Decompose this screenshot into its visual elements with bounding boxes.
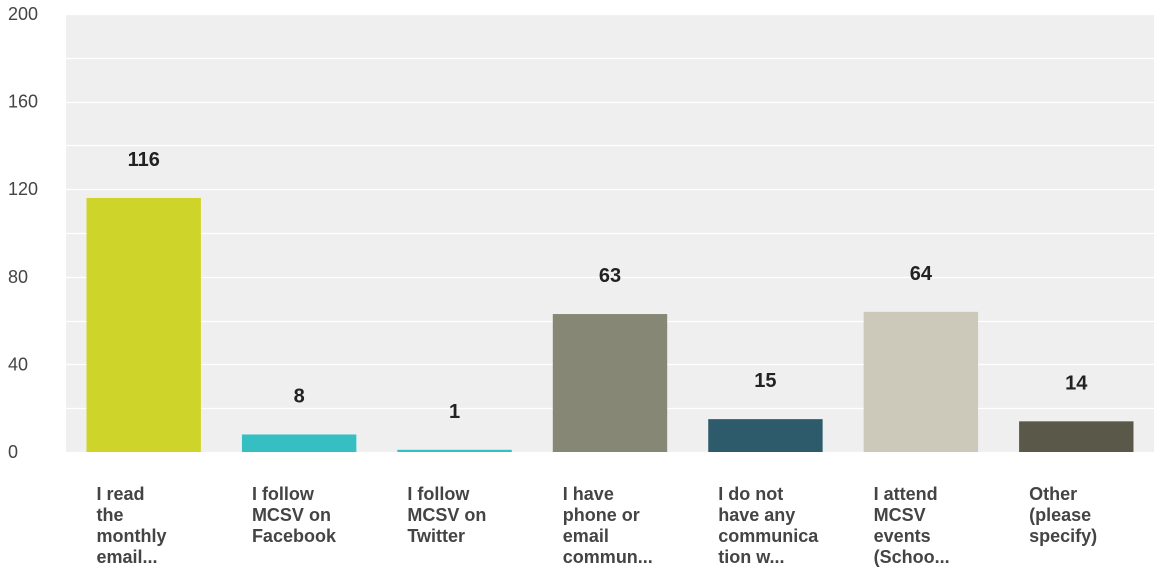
- x-tick-label-line: Facebook: [252, 526, 337, 546]
- x-tick-label-line: I follow: [252, 484, 315, 504]
- x-tick-label: I follow MCSV on Twitter: [407, 484, 486, 546]
- data-label: 116: [128, 149, 160, 171]
- x-tick-label-line: the: [97, 505, 124, 525]
- x-tick-label-line: I do not: [718, 484, 783, 504]
- x-tick-label-line: Twitter: [407, 526, 465, 546]
- data-label: 15: [754, 370, 776, 392]
- x-tick-label-line: email...: [97, 547, 158, 567]
- x-tick-label: I read the monthly email...: [97, 484, 167, 567]
- data-label: 64: [910, 263, 933, 285]
- bar: [552, 314, 668, 452]
- x-tick-label-line: (Schoo...: [874, 547, 950, 567]
- bar: [397, 449, 512, 452]
- x-tick-label-line: tion w...: [718, 547, 784, 567]
- x-tick-label-line: phone or: [563, 505, 640, 525]
- x-axis: I read the monthly email...I follow MCSV on F…: [97, 484, 1098, 567]
- bar: [708, 419, 823, 452]
- bars: [86, 197, 1134, 452]
- bar: [241, 434, 357, 452]
- x-tick-label: I have phone or email commun...: [563, 484, 653, 567]
- x-tick-label: I do not have any communica tion w...: [718, 484, 819, 567]
- y-tick-label: 40: [8, 354, 28, 374]
- data-labels: 116 8 1 63 15 64 14: [128, 149, 1089, 423]
- x-tick-label-line: have any: [718, 505, 795, 525]
- x-tick-label: I attend MCSV events (Schoo...: [874, 484, 950, 567]
- x-tick-label-line: I read: [97, 484, 145, 504]
- y-tick-label: 80: [8, 267, 28, 287]
- data-label: 63: [599, 265, 621, 287]
- x-tick-label-line: monthly: [97, 526, 167, 546]
- data-label: 14: [1065, 372, 1088, 394]
- x-tick-label-line: I attend: [874, 484, 938, 504]
- x-tick-label-line: email: [563, 526, 609, 546]
- x-tick-label: Other (please specify): [1029, 484, 1097, 546]
- y-axis: 0 40 80 120 160 200: [8, 4, 38, 462]
- y-tick-label: 200: [8, 4, 38, 24]
- x-tick-label-line: MCSV: [874, 505, 926, 525]
- x-tick-label-line: events: [874, 526, 931, 546]
- x-tick-label-line: I follow: [407, 484, 470, 504]
- y-tick-label: 120: [8, 179, 38, 199]
- bar: [86, 197, 201, 452]
- bar: [863, 311, 979, 452]
- x-tick-label-line: Other: [1029, 484, 1077, 504]
- x-tick-label-line: MCSV on: [407, 505, 486, 525]
- x-tick-label-line: (please: [1029, 505, 1091, 525]
- y-tick-label: 160: [8, 92, 38, 112]
- x-tick-label-line: I have: [563, 484, 614, 504]
- x-tick-label: I follow MCSV on Facebook: [252, 484, 337, 546]
- x-tick-label-line: commun...: [563, 547, 653, 567]
- x-tick-label-line: MCSV on: [252, 505, 331, 525]
- y-tick-label: 0: [8, 442, 18, 462]
- data-label: 8: [294, 385, 305, 407]
- data-label: 1: [449, 401, 460, 423]
- x-tick-label-line: specify): [1029, 526, 1097, 546]
- x-tick-label-line: communica: [718, 526, 819, 546]
- bar: [1019, 421, 1134, 452]
